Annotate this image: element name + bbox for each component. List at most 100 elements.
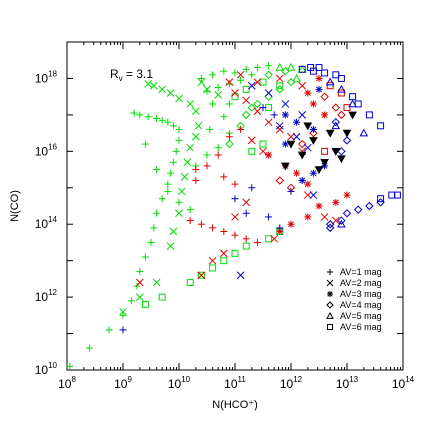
rv-annotation-rest: = 3.1: [123, 67, 154, 81]
data-point-plus: [197, 74, 205, 82]
data-point-square: [307, 64, 315, 71]
data-point-cross: [119, 307, 127, 316]
data-point-plus: [153, 115, 161, 123]
data-point-plus: [214, 144, 222, 152]
data-point-plus: [248, 184, 256, 192]
data-point-plus: [209, 71, 217, 79]
data-point-cross: [175, 209, 183, 218]
data-point-cross: [275, 121, 284, 130]
data-point-diamond: [275, 85, 285, 94]
data-point-plus: [141, 140, 149, 148]
data-point-cross: [169, 227, 178, 236]
data-point-plus: [248, 71, 256, 79]
data-point-plus: [186, 206, 194, 214]
legend-entry: AV=3 mag: [327, 289, 382, 299]
data-point-asterisk: [276, 228, 284, 236]
data-point-square: [259, 140, 267, 148]
data-point-plus: [127, 297, 135, 305]
data-point-plus: [158, 195, 166, 203]
data-point-diamond: [353, 205, 363, 214]
data-point-asterisk: [293, 169, 301, 177]
data-point-plus: [220, 113, 228, 121]
data-point-plus: [105, 326, 113, 334]
data-point-diamond: [241, 110, 251, 120]
data-point-square: [158, 293, 166, 301]
data-point-plus: [164, 187, 172, 195]
data-point-plus: [220, 173, 228, 181]
data-point-square: [343, 104, 351, 112]
data-point-cross: [298, 81, 307, 90]
data-point-triangle-down: [325, 129, 335, 138]
data-point-plus: [130, 109, 138, 117]
data-point-triangle: [286, 62, 296, 71]
data-point-plus: [253, 238, 261, 246]
data-point-plus: [150, 224, 158, 232]
data-point-asterisk: [304, 180, 312, 188]
data-point-asterisk: [287, 220, 295, 228]
data-point-plus: [167, 169, 175, 177]
legend-label: AV=1 mag: [340, 267, 382, 277]
x-tick-label: 109: [114, 375, 132, 391]
data-point-plus: [242, 209, 250, 217]
x-tick-label: 1014: [392, 375, 415, 391]
data-point-diamond: [264, 70, 273, 80]
data-point-plus: [287, 187, 295, 195]
data-point-triangle-down: [320, 158, 329, 167]
data-point-cross: [135, 293, 144, 301]
data-point-cross: [177, 187, 186, 196]
data-point-cross: [287, 132, 295, 141]
data-point-square: [242, 242, 250, 250]
x-axis-label: N(HCO⁺): [212, 399, 258, 411]
data-point-diamond: [275, 176, 285, 185]
data-point-plus: [209, 224, 217, 232]
legend-marker-asterisk: [327, 291, 333, 297]
data-point-plus: [253, 64, 261, 72]
data-point-cross: [331, 216, 340, 225]
data-point-plus: [214, 84, 222, 92]
data-point-cross: [208, 256, 217, 265]
data-point-square: [197, 271, 205, 279]
data-point-plus: [231, 231, 239, 239]
data-points: [66, 62, 401, 370]
data-point-asterisk: [332, 198, 340, 206]
data-point-plus: [169, 122, 177, 130]
data-point-plus: [265, 213, 273, 221]
data-point-diamond: [264, 92, 273, 101]
data-point-square: [209, 264, 217, 272]
data-point-plus: [276, 224, 284, 232]
x-tick-label: 1011: [224, 375, 246, 391]
legend-label: AV=6 mag: [340, 322, 382, 332]
legend-marker-diamond: [326, 301, 334, 309]
data-point-plus: [214, 151, 222, 159]
y-tick-label: 1016: [35, 142, 58, 158]
data-point-plus: [237, 125, 245, 133]
data-point-cross: [270, 234, 279, 243]
data-point-triangle-down: [309, 137, 318, 145]
data-point-asterisk: [298, 176, 306, 184]
data-point-plus: [164, 118, 172, 126]
data-point-plus: [133, 282, 141, 290]
data-point-asterisk: [315, 74, 323, 82]
data-point-triangle: [337, 84, 346, 93]
data-point-cross: [166, 89, 175, 97]
data-point-square: [377, 195, 385, 203]
rv-annotation-sub: v: [119, 74, 123, 83]
data-point-plus: [85, 344, 93, 352]
data-point-square: [231, 249, 239, 257]
data-point-cross: [264, 89, 273, 97]
data-point-asterisk: [315, 202, 323, 210]
data-point-diamond: [325, 223, 335, 233]
data-point-plus: [265, 62, 273, 70]
data-point-plus: [169, 158, 177, 166]
data-point-triangle-down: [281, 162, 290, 171]
data-point-square: [141, 300, 149, 308]
data-point-triangle-down: [297, 151, 307, 160]
data-point-cross: [253, 78, 262, 86]
data-point-triangle: [331, 121, 341, 130]
data-point-cross: [191, 132, 200, 141]
legend-entry: AV=4 mag: [326, 300, 382, 310]
data-point-cross: [253, 107, 262, 116]
x-tick-label: 1013: [336, 375, 359, 391]
data-point-asterisk: [304, 213, 312, 221]
